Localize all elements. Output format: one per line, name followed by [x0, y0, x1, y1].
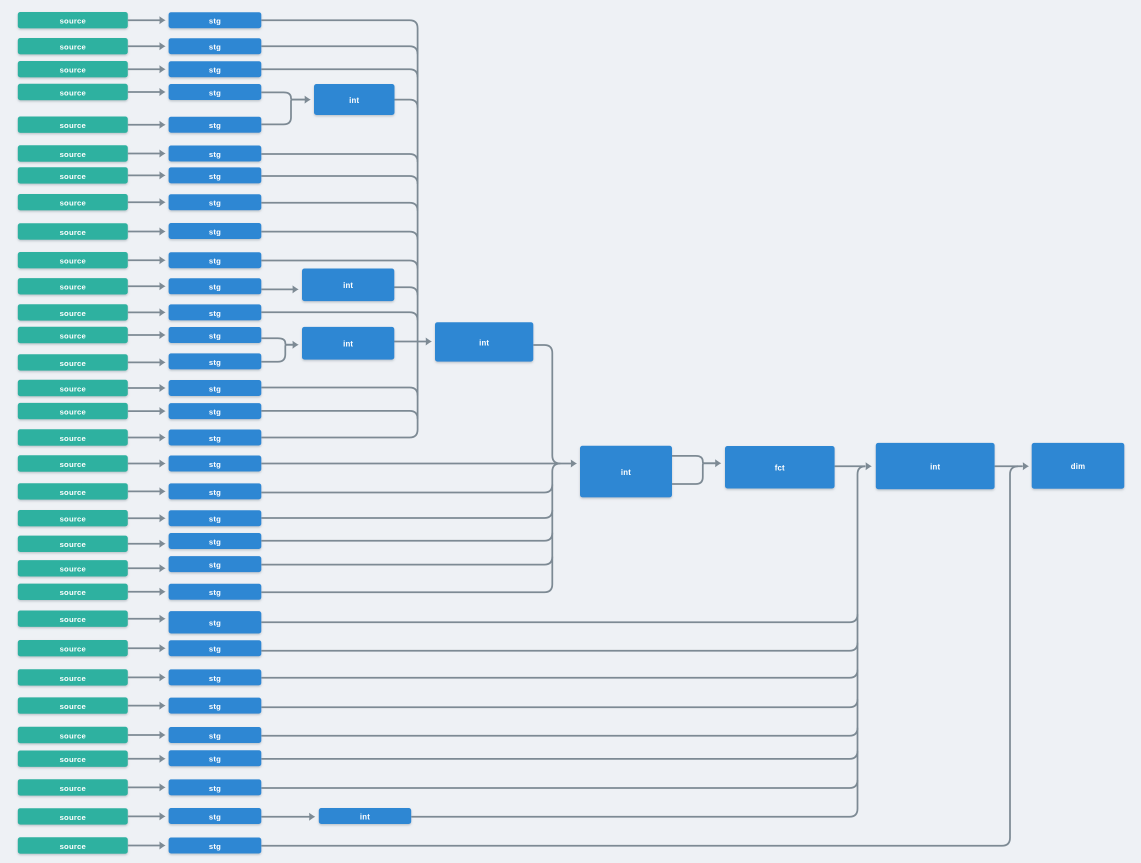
svg-text:source: source [60, 384, 87, 393]
svg-text:source: source [60, 702, 87, 711]
svg-text:source: source [60, 17, 87, 26]
svg-text:stg: stg [209, 488, 221, 497]
svg-text:int: int [479, 338, 489, 347]
svg-text:source: source [60, 615, 87, 624]
svg-text:stg: stg [209, 88, 221, 97]
svg-text:source: source [60, 674, 87, 683]
svg-text:stg: stg [209, 199, 221, 208]
svg-text:fct: fct [775, 464, 785, 473]
svg-text:stg: stg [209, 257, 221, 266]
svg-text:stg: stg [209, 674, 221, 683]
svg-text:stg: stg [209, 460, 221, 469]
svg-text:stg: stg [209, 227, 221, 236]
svg-text:source: source [60, 257, 87, 266]
svg-text:source: source [60, 784, 87, 793]
svg-text:stg: stg [209, 43, 221, 52]
svg-text:int: int [621, 468, 631, 477]
svg-text:source: source [60, 150, 87, 159]
svg-text:source: source [60, 842, 87, 851]
svg-text:source: source [60, 588, 87, 597]
svg-text:int: int [349, 96, 359, 105]
svg-text:stg: stg [209, 537, 221, 546]
svg-text:stg: stg [209, 645, 221, 654]
svg-text:source: source [60, 565, 87, 574]
svg-text:source: source [60, 408, 87, 417]
svg-text:dim: dim [1071, 462, 1085, 471]
svg-text:stg: stg [209, 150, 221, 159]
svg-text:stg: stg [209, 755, 221, 764]
svg-text:source: source [60, 488, 87, 497]
svg-text:source: source [60, 283, 87, 292]
svg-text:source: source [60, 331, 87, 340]
svg-text:stg: stg [209, 702, 221, 711]
svg-text:stg: stg [209, 408, 221, 417]
svg-text:stg: stg [209, 66, 221, 75]
svg-text:source: source [60, 66, 87, 75]
svg-text:stg: stg [209, 172, 221, 181]
svg-text:stg: stg [209, 121, 221, 130]
svg-text:int: int [930, 462, 940, 471]
svg-text:source: source [60, 88, 87, 97]
svg-text:stg: stg [209, 283, 221, 292]
svg-text:source: source [60, 755, 87, 764]
svg-text:stg: stg [209, 842, 221, 851]
svg-text:source: source [60, 199, 87, 208]
svg-text:source: source [60, 121, 87, 130]
svg-text:source: source [60, 515, 87, 524]
svg-text:source: source [60, 813, 87, 822]
svg-text:stg: stg [209, 17, 221, 26]
svg-text:stg: stg [209, 358, 221, 367]
svg-text:source: source [60, 309, 87, 318]
svg-text:stg: stg [209, 384, 221, 393]
svg-text:source: source [60, 460, 87, 469]
svg-text:stg: stg [209, 515, 221, 524]
svg-text:int: int [343, 281, 353, 290]
svg-text:stg: stg [209, 309, 221, 318]
svg-text:int: int [360, 812, 370, 821]
svg-text:source: source [60, 228, 87, 237]
svg-text:int: int [343, 340, 353, 349]
svg-text:source: source [60, 434, 87, 443]
svg-text:stg: stg [209, 434, 221, 443]
svg-text:stg: stg [209, 812, 221, 821]
svg-text:stg: stg [209, 561, 221, 570]
svg-text:source: source [60, 172, 87, 181]
svg-text:source: source [60, 540, 87, 549]
svg-text:stg: stg [209, 331, 221, 340]
svg-text:source: source [60, 43, 87, 52]
svg-text:stg: stg [209, 619, 221, 628]
svg-text:stg: stg [209, 784, 221, 793]
svg-text:stg: stg [209, 588, 221, 597]
svg-text:stg: stg [209, 731, 221, 740]
svg-text:source: source [60, 645, 87, 654]
svg-text:source: source [60, 731, 87, 740]
svg-text:source: source [60, 359, 87, 368]
